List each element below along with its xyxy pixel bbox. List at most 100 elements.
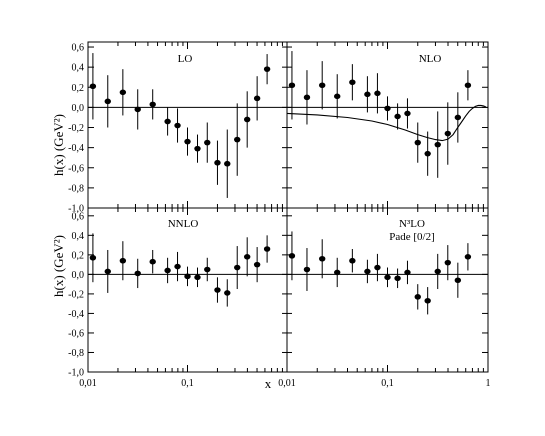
data-point-nlo xyxy=(364,91,371,98)
y-tick-label-bottom: 0,6 xyxy=(72,211,85,222)
data-point-n3lo xyxy=(404,269,411,276)
y-tick-label-top: 0,4 xyxy=(72,63,85,74)
panel-title-nnlo: NNLO xyxy=(168,218,199,230)
data-point-nnlo xyxy=(104,268,111,275)
data-point-lo xyxy=(194,145,201,152)
data-point-nlo xyxy=(404,110,411,117)
data-point-lo xyxy=(164,118,171,125)
panel-frame-lo xyxy=(87,41,288,209)
y-tick-label-bottom: 0,2 xyxy=(72,250,85,261)
data-point-n3lo xyxy=(318,255,326,262)
data-point-nlo xyxy=(464,82,472,89)
y-tick-label-top: -1,0 xyxy=(68,204,84,215)
data-point-n3lo xyxy=(434,268,441,275)
data-point-nlo xyxy=(334,93,341,100)
nlo-theory-curve-layer xyxy=(286,104,487,142)
y-tick-label-bottom: 0,0 xyxy=(72,270,85,281)
data-point-n3lo xyxy=(364,268,371,275)
data-point-nnlo xyxy=(224,290,231,296)
data-point-lo xyxy=(224,160,231,167)
y-tick-label-bottom: -0,4 xyxy=(68,309,84,320)
y-tick-label-top: 0,0 xyxy=(72,103,85,114)
panel-frame-nnlo xyxy=(87,207,288,373)
data-point-nlo xyxy=(303,94,311,101)
x-tick-label-left: 0,01 xyxy=(79,378,97,389)
data-point-n3lo xyxy=(464,254,472,260)
data-point-lo xyxy=(214,159,221,166)
data-point-nnlo xyxy=(234,264,241,271)
y-tick-label-top: -0,8 xyxy=(68,183,84,194)
y-tick-label-top: -0,4 xyxy=(68,143,84,154)
data-point-lo xyxy=(184,138,191,145)
data-point-lo xyxy=(204,139,211,146)
data-point-nlo xyxy=(288,82,296,89)
data-point-n3lo xyxy=(444,259,451,266)
panel-title-n3lo: N³LO xyxy=(399,218,425,230)
data-point-n3lo xyxy=(454,277,462,284)
data-point-nlo xyxy=(394,113,401,120)
panel-title-lo: LO xyxy=(178,53,193,65)
y-axis-label-bottom: h(x) (GeV²) xyxy=(51,235,66,297)
data-point-nlo xyxy=(414,139,421,146)
panel-title-nlo: NLO xyxy=(419,53,442,65)
data-point-nnlo xyxy=(164,267,171,274)
data-point-n3lo xyxy=(334,269,341,276)
data-point-nnlo xyxy=(243,254,251,260)
data-point-nlo xyxy=(384,105,391,112)
x-tick-label-right: 0,1 xyxy=(381,378,394,389)
data-point-nnlo xyxy=(253,261,261,268)
y-tick-label-bottom: -1,0 xyxy=(68,368,84,379)
data-point-nnlo xyxy=(134,270,141,277)
data-point-lo xyxy=(234,136,241,143)
panel-subtitle-n3lo: Pade [0/2] xyxy=(389,231,435,243)
data-point-nnlo xyxy=(204,266,211,273)
data-point-nnlo xyxy=(184,273,191,280)
data-point-n3lo xyxy=(303,266,311,273)
data-point-n3lo xyxy=(384,274,391,281)
data-point-n3lo xyxy=(414,294,421,300)
data-point-nnlo xyxy=(89,254,97,261)
data-point-nnlo xyxy=(194,274,201,281)
data-point-nnlo xyxy=(149,258,156,265)
data-point-nnlo xyxy=(263,246,271,252)
data-point-nnlo xyxy=(119,257,127,264)
data-point-lo xyxy=(119,89,127,96)
data-point-nlo xyxy=(444,130,451,137)
text-layer: 0,6 0,6 0,4 0,4 0,2 0,2 0,0 0,0 -0,2 -0,2 -0,4 -0,4… xyxy=(51,43,491,391)
x-axis-label: x xyxy=(265,376,272,391)
y-tick-label-top: 0,2 xyxy=(72,83,85,94)
data-point-nlo xyxy=(318,82,326,89)
y-axis-label-top: h(x) (GeV²) xyxy=(51,114,66,176)
y-tick-label-bottom: 0,4 xyxy=(72,231,85,242)
y-tick-label-top: 0,6 xyxy=(72,43,85,54)
data-point-nlo xyxy=(349,79,356,86)
data-point-lo xyxy=(104,98,111,105)
x-tick-label-left: 0,1 xyxy=(181,378,194,389)
data-point-lo xyxy=(134,106,141,113)
y-tick-label-top: -0,2 xyxy=(68,123,84,134)
y-tick-label-bottom: -0,6 xyxy=(68,328,84,339)
data-point-n3lo xyxy=(288,253,296,259)
theory-curve-nlo xyxy=(286,104,487,142)
axis-ticks xyxy=(87,42,489,373)
data-point-lo xyxy=(253,95,261,102)
data-point-nlo xyxy=(434,141,441,148)
data-point-n3lo xyxy=(424,297,431,304)
x-tick-label-right: 0,01 xyxy=(278,378,296,389)
x-tick-label-right: 1 xyxy=(486,378,491,389)
data-point-n3lo xyxy=(374,264,381,271)
data-point-lo xyxy=(263,66,271,72)
data-point-lo xyxy=(243,116,251,123)
data-point-nnlo xyxy=(214,287,221,293)
data-points-layer xyxy=(89,51,472,315)
data-point-lo xyxy=(174,122,181,129)
y-tick-label-bottom: -0,2 xyxy=(68,289,84,300)
data-point-n3lo xyxy=(394,275,401,282)
data-point-nlo xyxy=(454,114,462,121)
data-point-lo xyxy=(149,101,156,108)
data-point-nnlo xyxy=(174,263,181,270)
data-point-n3lo xyxy=(349,257,356,264)
y-tick-label-top: -0,6 xyxy=(68,163,84,174)
data-point-nlo xyxy=(424,150,431,157)
